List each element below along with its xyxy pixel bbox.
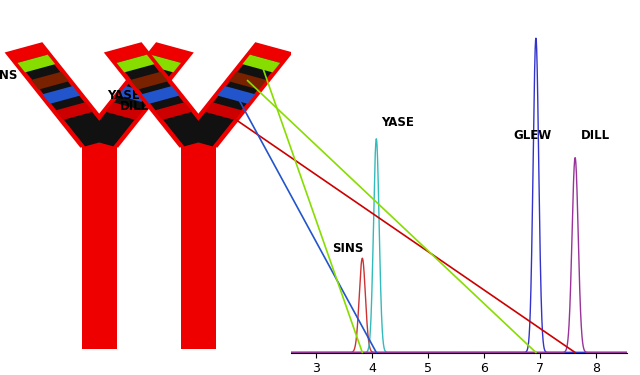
Text: DILL: DILL — [120, 100, 148, 113]
Polygon shape — [243, 55, 280, 72]
Polygon shape — [129, 72, 167, 90]
Text: SINS: SINS — [332, 242, 364, 255]
Text: DILL: DILL — [580, 129, 610, 142]
Polygon shape — [81, 42, 194, 148]
Text: SINS: SINS — [0, 69, 17, 82]
Polygon shape — [141, 86, 179, 104]
Polygon shape — [228, 72, 266, 90]
Polygon shape — [184, 55, 279, 146]
Polygon shape — [180, 42, 293, 148]
Polygon shape — [55, 102, 93, 120]
Polygon shape — [4, 42, 118, 148]
Polygon shape — [42, 86, 80, 104]
Polygon shape — [205, 102, 243, 120]
Polygon shape — [218, 86, 255, 104]
Polygon shape — [131, 72, 168, 90]
Polygon shape — [118, 55, 212, 146]
FancyBboxPatch shape — [180, 142, 216, 349]
Polygon shape — [116, 55, 154, 72]
Text: YASE: YASE — [381, 116, 413, 129]
Polygon shape — [118, 86, 156, 104]
FancyBboxPatch shape — [82, 142, 116, 349]
Polygon shape — [19, 55, 113, 146]
Polygon shape — [106, 102, 143, 120]
Text: GLEW: GLEW — [513, 129, 552, 142]
Polygon shape — [31, 72, 69, 90]
Polygon shape — [154, 102, 192, 120]
Text: YASE: YASE — [107, 89, 140, 102]
Polygon shape — [17, 55, 55, 72]
Polygon shape — [143, 55, 181, 72]
Polygon shape — [85, 55, 180, 146]
Polygon shape — [104, 42, 217, 148]
